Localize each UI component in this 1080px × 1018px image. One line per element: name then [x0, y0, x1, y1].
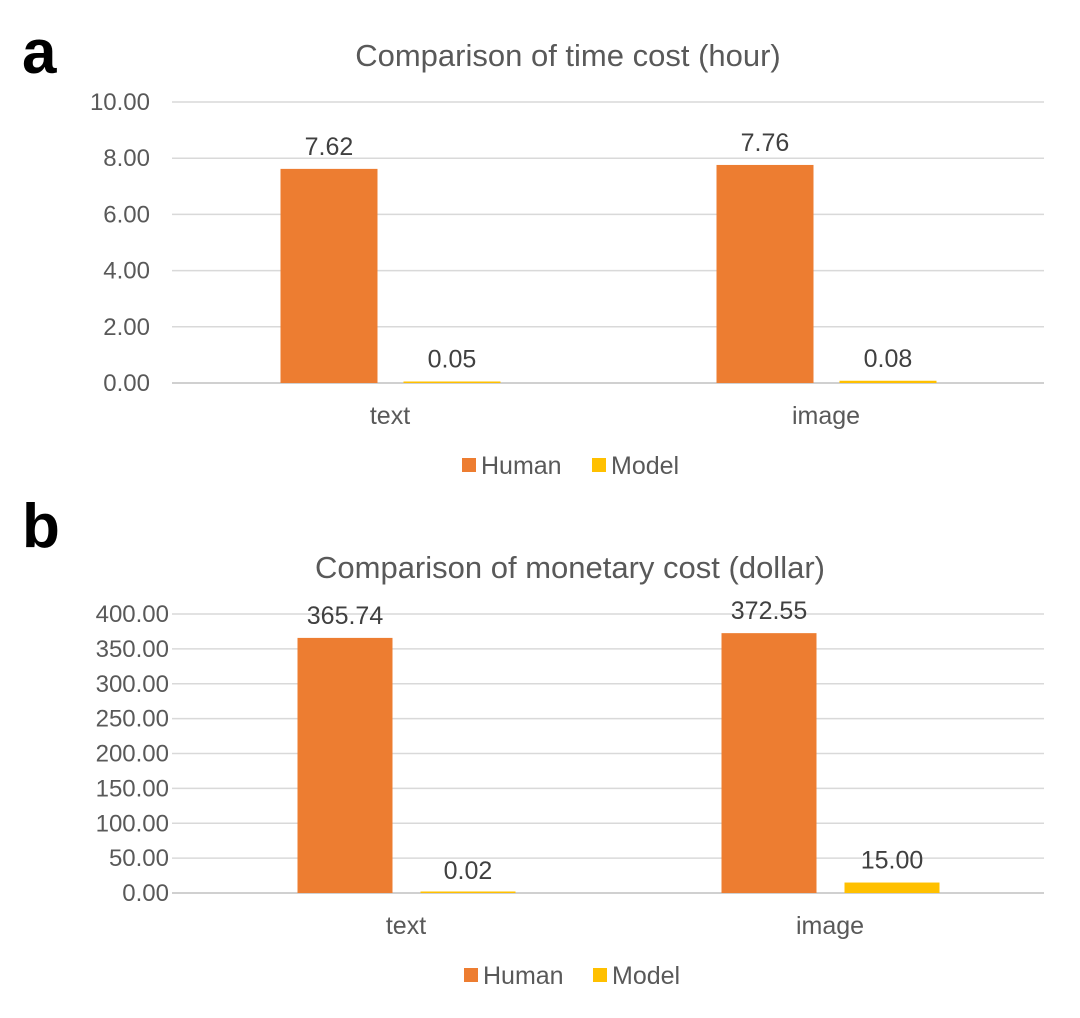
y-axis-ticks-a: 0.00 2.00 4.00 6.00 8.00 10.00 — [90, 89, 150, 397]
y-tick-label: 100.00 — [96, 810, 169, 837]
x-category-label: text — [370, 402, 410, 430]
data-label-human-image: 7.76 — [741, 129, 790, 157]
bar-human-text — [280, 168, 378, 383]
bar-human-text — [297, 637, 393, 893]
y-tick-label: 400.00 — [96, 601, 169, 628]
bar-model-image — [839, 380, 937, 383]
data-labels-a: 7.62 7.76 0.05 0.08 — [305, 129, 913, 374]
y-tick-label: 10.00 — [90, 89, 150, 116]
legend-label-model: Model — [612, 962, 680, 990]
bar-model-text — [403, 381, 501, 383]
bar-human-image — [716, 164, 814, 383]
legend-swatch-model — [592, 458, 606, 472]
legend-swatch-human — [462, 458, 476, 472]
legend-label-model: Model — [611, 452, 679, 480]
data-labels-b: 365.74 372.55 0.02 15.00 — [307, 597, 924, 885]
panel-letter-a: a — [22, 18, 57, 87]
bars-b — [297, 633, 940, 893]
x-category-label: image — [792, 402, 860, 430]
legend-b: Human Model — [464, 962, 680, 990]
legend-swatch-human — [464, 968, 478, 982]
data-label-human-text: 365.74 — [307, 602, 384, 630]
y-tick-label: 0.00 — [122, 880, 169, 907]
legend-a: Human Model — [462, 452, 679, 480]
bar-model-text — [420, 891, 516, 893]
y-axis-ticks-b: 0.00 50.00 100.00 150.00 200.00 250.00 300.00 3… — [96, 601, 169, 907]
legend-label-human: Human — [483, 962, 564, 990]
bars-a — [280, 164, 937, 383]
y-tick-label: 50.00 — [109, 845, 169, 872]
data-label-model-text: 0.02 — [444, 857, 493, 885]
legend-label-human: Human — [481, 452, 562, 480]
y-tick-label: 6.00 — [103, 201, 150, 228]
y-tick-label: 2.00 — [103, 314, 150, 341]
y-tick-label: 4.00 — [103, 258, 150, 285]
chart-title-a: Comparison of time cost (hour) — [355, 38, 781, 73]
y-tick-label: 250.00 — [96, 706, 169, 733]
panel-letter-b: b — [22, 492, 60, 561]
chart-panel-a: a Comparison of time cost (hour) 0.00 2.0… — [22, 18, 1044, 480]
x-axis-categories-b: text image — [386, 912, 864, 940]
y-tick-label: 350.00 — [96, 636, 169, 663]
data-label-model-text: 0.05 — [428, 346, 477, 374]
data-label-human-text: 7.62 — [305, 133, 354, 161]
y-tick-label: 200.00 — [96, 741, 169, 768]
y-tick-label: 0.00 — [103, 370, 150, 397]
chart-panel-b: b Comparison of monetary cost (dollar) 0… — [22, 492, 1044, 990]
data-label-model-image: 15.00 — [861, 847, 924, 875]
x-category-label: text — [386, 912, 426, 940]
y-tick-label: 300.00 — [96, 671, 169, 698]
y-tick-label: 150.00 — [96, 775, 169, 802]
legend-swatch-model — [593, 968, 607, 982]
chart-title-b: Comparison of monetary cost (dollar) — [315, 550, 825, 585]
x-category-label: image — [796, 912, 864, 940]
bar-model-image — [844, 882, 940, 893]
data-label-human-image: 372.55 — [731, 597, 807, 625]
bar-human-image — [721, 633, 817, 893]
data-label-model-image: 0.08 — [864, 345, 913, 373]
y-tick-label: 8.00 — [103, 145, 150, 172]
x-axis-categories-a: text image — [370, 402, 860, 430]
